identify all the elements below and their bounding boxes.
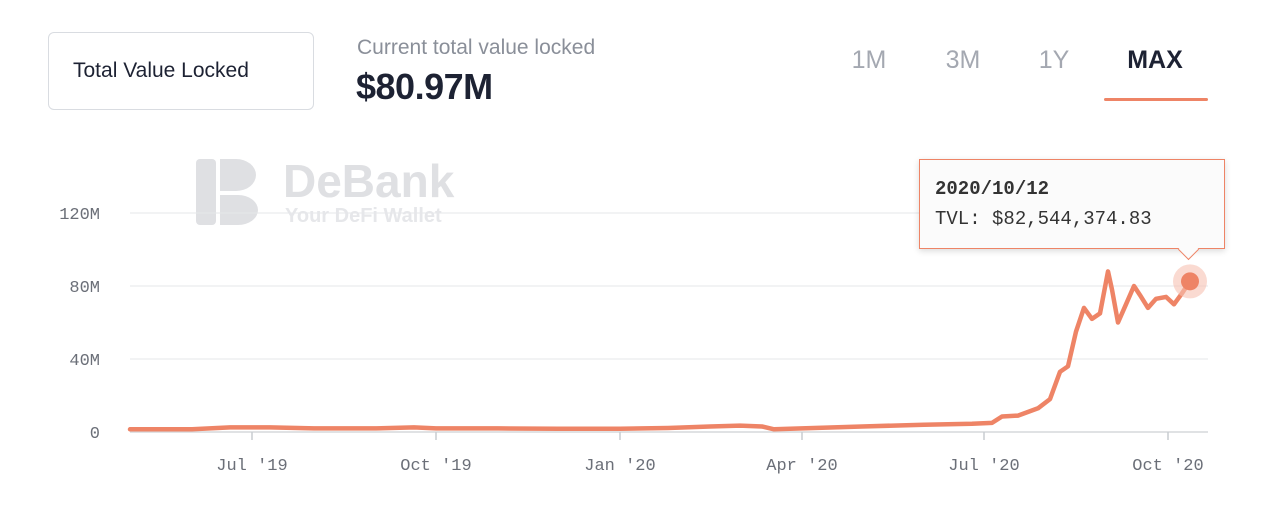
range-tabs: 1M 3M 1Y MAX [0,46,1262,106]
y-tick-label: 80M [69,279,100,298]
tab-max[interactable]: MAX [1127,46,1183,74]
y-tick-label: 0 [90,425,100,444]
tab-1y[interactable]: 1Y [1038,46,1070,74]
x-tick-label: Jul '19 [216,457,287,476]
x-tick-label: Apr '20 [766,457,837,476]
active-tab-underline [1104,98,1208,101]
y-tick-label: 120M [59,206,100,225]
x-tick-label: Oct '20 [1132,457,1203,476]
data-tooltip: 2020/10/12 TVL: $82,544,374.83 [919,159,1225,261]
x-tick-label: Jul '20 [948,457,1019,476]
y-tick-label: 40M [69,352,100,371]
watermark-tagline: Your DeFi Wallet [285,205,442,227]
tab-3m[interactable]: 3M [945,46,981,74]
current-tvl-value: $80.97M [356,66,493,107]
metric-select[interactable]: Total Value Locked [48,32,314,110]
tooltip-date: 2020/10/12 [935,178,1050,200]
y-axis-labels: 0 40M 80M 120M [59,206,100,444]
tooltip-value: TVL: $82,544,374.83 [935,208,1152,230]
x-tick-label: Oct '19 [400,457,471,476]
highlight-point[interactable] [1181,272,1199,291]
x-tick-label: Jan '20 [584,457,655,476]
current-tvl-caption: Current total value locked [357,36,596,59]
watermark-brand: DeBank [283,155,455,207]
metric-select-label: Total Value Locked [73,59,249,82]
tvl-series-line [127,269,1193,432]
debank-watermark: DeBank Your DeFi Wallet [196,155,455,227]
tab-1m[interactable]: 1M [851,46,887,74]
debank-logo-icon [196,159,258,225]
x-axis: Jul '19 Oct '19 Jan '20 Apr '20 Jul '20 Oct '… [216,432,1204,476]
